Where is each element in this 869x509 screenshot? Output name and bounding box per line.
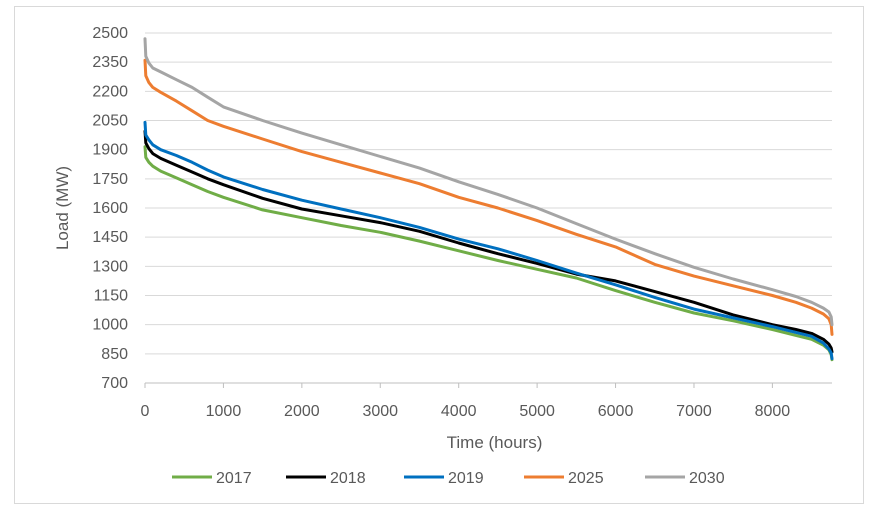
y-tick-label: 850 <box>101 346 128 363</box>
legend-label-2025: 2025 <box>568 470 604 487</box>
legend-label-2019: 2019 <box>448 470 484 487</box>
series-line-2017 <box>143 145 834 362</box>
y-tick-label: 1900 <box>92 142 128 159</box>
y-tick-label: 700 <box>101 375 128 392</box>
y-tick-label: 1600 <box>92 200 128 217</box>
x-axis-title: Time (hours) <box>447 433 543 452</box>
y-tick-label: 1450 <box>92 229 128 246</box>
legend: 2017 2018 2019 2025 2030 <box>172 470 725 487</box>
legend-label-2018: 2018 <box>330 470 366 487</box>
series-line-2025 <box>143 58 834 336</box>
x-tick-label: 6000 <box>598 403 634 420</box>
legend-label-2030: 2030 <box>689 470 725 487</box>
x-tick-label: 2000 <box>284 403 320 420</box>
tick-labels: 700 850 1000 1150 1300 1450 1600 1750 1900 2050 22… <box>92 25 790 420</box>
y-tick-label: 2500 <box>92 25 128 42</box>
legend-label-2017: 2017 <box>216 470 252 487</box>
y-tick-label: 2200 <box>92 83 128 100</box>
y-tick-label: 2050 <box>92 113 128 130</box>
axes <box>144 382 832 388</box>
x-tick-label: 8000 <box>755 403 791 420</box>
x-tick-label: 4000 <box>441 403 477 420</box>
y-tick-label: 1300 <box>92 258 128 275</box>
y-tick-label: 1000 <box>92 317 128 334</box>
x-tick-label: 1000 <box>206 403 242 420</box>
x-tick-label: 7000 <box>676 403 712 420</box>
y-tick-label: 2350 <box>92 54 128 71</box>
series-line-2018 <box>143 129 834 354</box>
series-lines <box>143 37 834 362</box>
x-tick-label: 5000 <box>519 403 555 420</box>
y-tick-label: 1750 <box>92 171 128 188</box>
y-tick-label: 1150 <box>94 288 129 305</box>
y-axis-title: Load (MW) <box>53 166 72 250</box>
series-line-2030 <box>143 37 834 327</box>
x-tick-label: 0 <box>141 403 150 420</box>
series-line-2019 <box>143 120 834 361</box>
x-tick-label: 3000 <box>362 403 398 420</box>
